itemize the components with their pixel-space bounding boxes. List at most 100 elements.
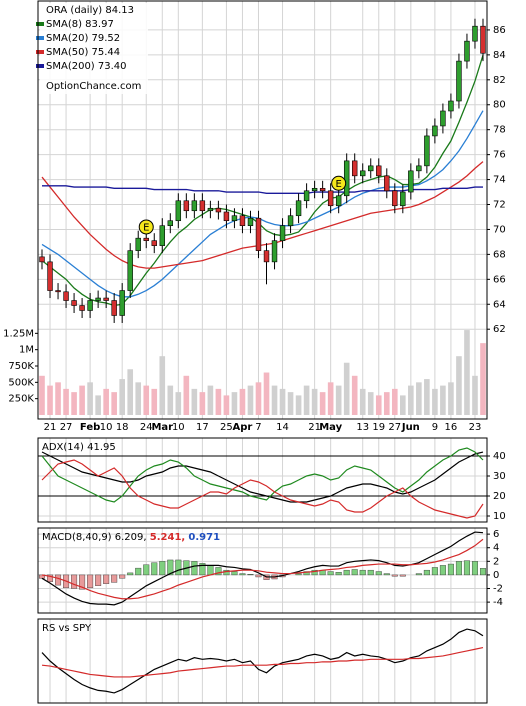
candle-body [319, 187, 326, 192]
volume-bar [223, 395, 230, 415]
x-tick-label: 21 [44, 422, 57, 433]
volume-bar [359, 388, 366, 415]
x-tick-label: 14 [276, 422, 289, 433]
legend-swatch [36, 64, 44, 68]
candle-body [231, 215, 238, 222]
volume-bar [119, 379, 125, 415]
x-tick-label: 19 [372, 422, 385, 433]
histogram-bar [111, 574, 118, 583]
volume-bar [231, 392, 238, 415]
legend-value: 79.52 [92, 33, 121, 44]
volume-bar [127, 369, 134, 415]
y-tick-label: 40 [493, 451, 506, 462]
candle-body [239, 215, 246, 227]
legend-swatch [36, 22, 44, 26]
title-part: MACD(8,40,9) 6.209, [42, 532, 147, 543]
volume-bar [287, 392, 294, 415]
candle-body [408, 170, 414, 193]
legend-value: 75.44 [92, 47, 121, 58]
x-tick-label: 9 [432, 422, 438, 433]
earnings-label: E [143, 222, 149, 233]
candle-body [135, 237, 141, 251]
candle-body [151, 240, 157, 246]
candle-body [279, 225, 286, 241]
candle-body [223, 211, 230, 222]
volume-bar [448, 382, 454, 415]
histogram-bar [463, 560, 470, 576]
marks-layer [39, 18, 486, 694]
volume-tick-label: 1M [19, 345, 34, 356]
histogram-bar [367, 569, 374, 576]
candle-body [303, 190, 310, 202]
volume-tick-label: 1.25M [3, 328, 34, 339]
histogram-bar [143, 564, 150, 576]
volume-bar [199, 392, 206, 415]
macd-panel-frame [37, 527, 488, 614]
volume-bar [135, 382, 142, 415]
series-line [41, 459, 484, 519]
volume-bar [207, 385, 214, 415]
candle-body [440, 110, 446, 127]
candle-body [351, 160, 358, 177]
legend-swatch [36, 36, 44, 40]
candle-body [271, 240, 278, 263]
series-line [41, 161, 484, 269]
earnings-label: E [336, 179, 342, 190]
histogram-bar [303, 571, 310, 576]
histogram-bar [135, 567, 142, 576]
y-tick-label: 6 [493, 529, 499, 540]
candle-body [480, 25, 486, 54]
volume-bar [39, 375, 45, 415]
x-tick-label: 23 [469, 422, 482, 433]
legend-swatch [36, 50, 44, 54]
x-tick-label: 21 [308, 422, 321, 433]
volume-bar [175, 392, 182, 415]
x-tick-label: 7 [255, 422, 261, 433]
x-tick-label: 13 [356, 422, 369, 433]
histogram-bar [175, 559, 182, 576]
volume-bar [464, 330, 470, 415]
volume-bar [456, 356, 462, 415]
candle-body [247, 217, 254, 227]
histogram-bar [479, 568, 486, 576]
x-tick-label: 10 [100, 422, 113, 433]
histogram-bar [311, 569, 318, 576]
y-tick-label: 86 [493, 25, 506, 36]
volume-bar [367, 392, 374, 415]
legend-name: SMA(50) [46, 47, 88, 58]
histogram-bar [471, 561, 478, 576]
x-tick-label: Feb [80, 422, 100, 433]
legend-box [40, 3, 148, 94]
histogram-bar [255, 574, 262, 578]
candle-body [327, 190, 334, 207]
candle-body [159, 225, 165, 246]
candle-body [119, 290, 125, 316]
legend-entry: SMA(8) 83.97 [46, 19, 114, 30]
candle-body [360, 170, 366, 177]
histogram-bar [455, 561, 462, 576]
earnings-marker [331, 175, 347, 191]
histogram-bar [447, 563, 454, 576]
candle-body [207, 207, 214, 212]
volume-bar [95, 395, 101, 415]
candle-body [448, 100, 454, 112]
histogram-bar [79, 574, 86, 590]
volume-bar [55, 382, 61, 415]
x-tick-label: Mar [151, 422, 173, 433]
volume-bar [87, 382, 93, 415]
earnings-marker [138, 219, 154, 235]
volume-bar [151, 388, 158, 415]
volume-bar [103, 388, 109, 415]
volume-bar [472, 375, 478, 415]
histogram-bar [199, 563, 206, 576]
volume-bar [167, 385, 174, 415]
volume-bar [111, 392, 117, 415]
volume-bar [279, 388, 286, 415]
x-tick-label: 18 [116, 422, 129, 433]
histogram-bar [191, 561, 198, 576]
candle-body [103, 297, 109, 301]
volume-bar [400, 395, 406, 415]
volume-bar [143, 385, 150, 415]
volume-bar [183, 375, 190, 415]
